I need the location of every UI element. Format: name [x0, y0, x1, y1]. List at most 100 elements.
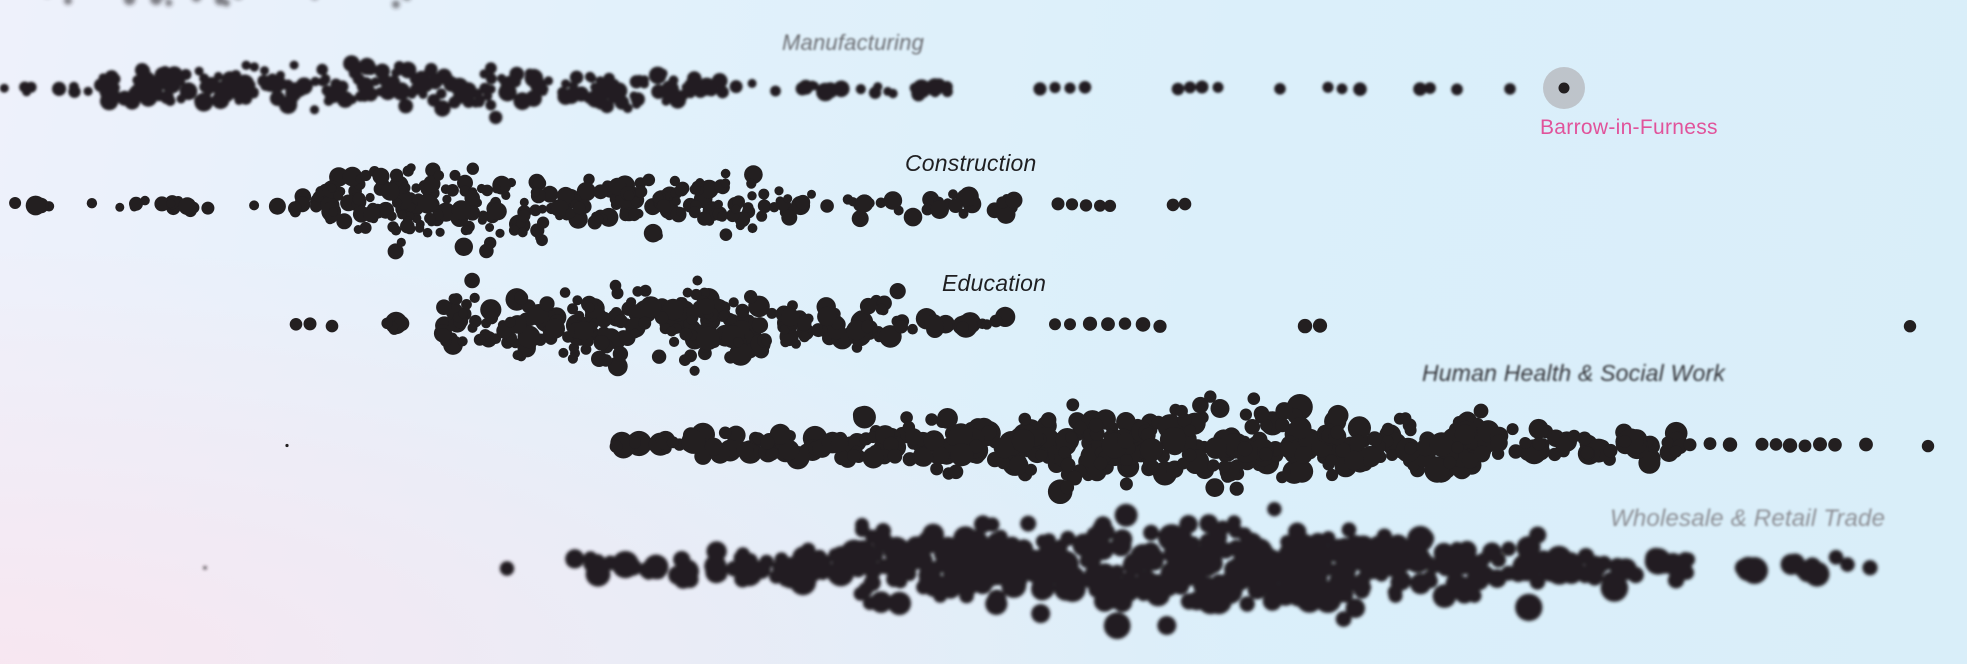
swarm-dot [714, 77, 724, 88]
swarm-dot [795, 82, 809, 96]
swarm-dot [751, 317, 769, 334]
swarm-dot [1259, 447, 1273, 461]
swarm-dot [473, 333, 486, 346]
swarm-dot [747, 223, 758, 234]
swarm-dot [150, 0, 162, 5]
swarm-dot [275, 79, 284, 89]
swarm-dot [770, 85, 781, 97]
swarm-dot [530, 187, 540, 197]
highlight-dot [1558, 82, 1570, 94]
swarm-dot [718, 426, 732, 440]
swarm-dot [855, 194, 874, 213]
swarm-dot [1049, 565, 1066, 582]
swarm-dot [706, 541, 727, 562]
swarm-dot [327, 183, 337, 193]
swarm-dot [981, 425, 997, 441]
outlier-dot [1297, 318, 1313, 334]
swarm-dot [1092, 538, 1114, 561]
swarm-dot [126, 96, 136, 107]
swarm-dot [685, 88, 696, 99]
swarm-dot [989, 314, 1003, 328]
outlier-dot [1065, 198, 1079, 211]
swarm-dot [574, 310, 585, 321]
swarm-dot [733, 337, 744, 348]
swarm-dot [241, 60, 251, 70]
swarm-dot [747, 78, 757, 88]
swarm-dot [424, 212, 436, 224]
swarm-dot [757, 199, 771, 213]
swarm-dot [1161, 427, 1187, 452]
swarm-dot [451, 200, 471, 220]
outlier-dot [1049, 318, 1061, 331]
swarm-dot [1282, 581, 1304, 603]
swarm-dot [1252, 566, 1270, 585]
swarm-dot [576, 182, 596, 202]
swarm-dot [418, 90, 428, 99]
swarm-dot [718, 310, 729, 321]
swarm-dot [1292, 534, 1315, 558]
swarm-dot [747, 191, 757, 201]
swarm-dot [1454, 551, 1476, 572]
swarm-dot [1567, 429, 1581, 443]
swarm-dot [638, 316, 652, 330]
swarm-dot [643, 223, 663, 243]
swarm-dot [921, 203, 934, 216]
sector-label-construction: Construction [905, 150, 1037, 176]
swarm-dot [469, 292, 480, 303]
swarm-dot [594, 214, 604, 224]
swarm-dot [486, 84, 496, 94]
swarm-dot [1451, 441, 1464, 454]
outlier-dot [1828, 438, 1842, 452]
swarm-dot [1580, 446, 1594, 460]
swarm-dot [1192, 396, 1209, 414]
swarm-dot [379, 202, 393, 215]
swarm-dot [639, 284, 652, 297]
outlier-dot [1755, 437, 1769, 451]
swarm-dot [629, 91, 639, 101]
swarm-dot [791, 338, 801, 349]
swarm-dot [309, 105, 320, 115]
swarm-dot [381, 317, 393, 329]
swarm-dot [870, 591, 892, 613]
swarm-dot [1058, 446, 1071, 459]
swarm-dot [733, 550, 750, 566]
swarm-dot [230, 70, 242, 81]
swarm-dot [816, 82, 835, 102]
swarm-dot [985, 517, 1000, 532]
swarm-dot [641, 560, 657, 575]
swarm-dot [1116, 412, 1136, 432]
swarm-dot [448, 96, 461, 109]
swarm-dot [436, 88, 447, 99]
outlier-dot [1094, 199, 1106, 212]
swarm-dot [689, 183, 701, 195]
swarm-dot [1128, 553, 1143, 568]
outlier-dot [1451, 83, 1463, 96]
swarm-dot [462, 95, 475, 108]
swarm-dot [1218, 460, 1231, 473]
swarm-dot [639, 77, 649, 88]
swarm-dot [1210, 399, 1230, 418]
swarm-dot [696, 326, 720, 351]
swarm-dot [1388, 588, 1403, 603]
outlier-dot [1274, 83, 1286, 95]
swarm-dot [214, 0, 226, 6]
swarm-dot [889, 283, 906, 300]
swarm-dot [1840, 557, 1855, 572]
outlier-dot [1135, 317, 1151, 332]
swarm-dot [352, 192, 366, 206]
swarm-dot [626, 297, 637, 308]
swarm-dot [1545, 545, 1573, 573]
swarm-dot [485, 73, 497, 85]
swarm-dot [607, 356, 628, 377]
swarm-dot [514, 290, 529, 305]
swarm-dot [129, 196, 143, 211]
swarm-dot [1147, 460, 1160, 473]
swarm-dot [166, 199, 176, 209]
swarm-dot [1386, 449, 1399, 461]
swarm-dot [1329, 573, 1344, 588]
swarm-dot [1185, 544, 1202, 560]
swarm-dot [1381, 422, 1395, 436]
swarm-dot [1644, 548, 1672, 575]
swarm-dot [178, 197, 197, 216]
swarm-dot [1082, 574, 1097, 589]
